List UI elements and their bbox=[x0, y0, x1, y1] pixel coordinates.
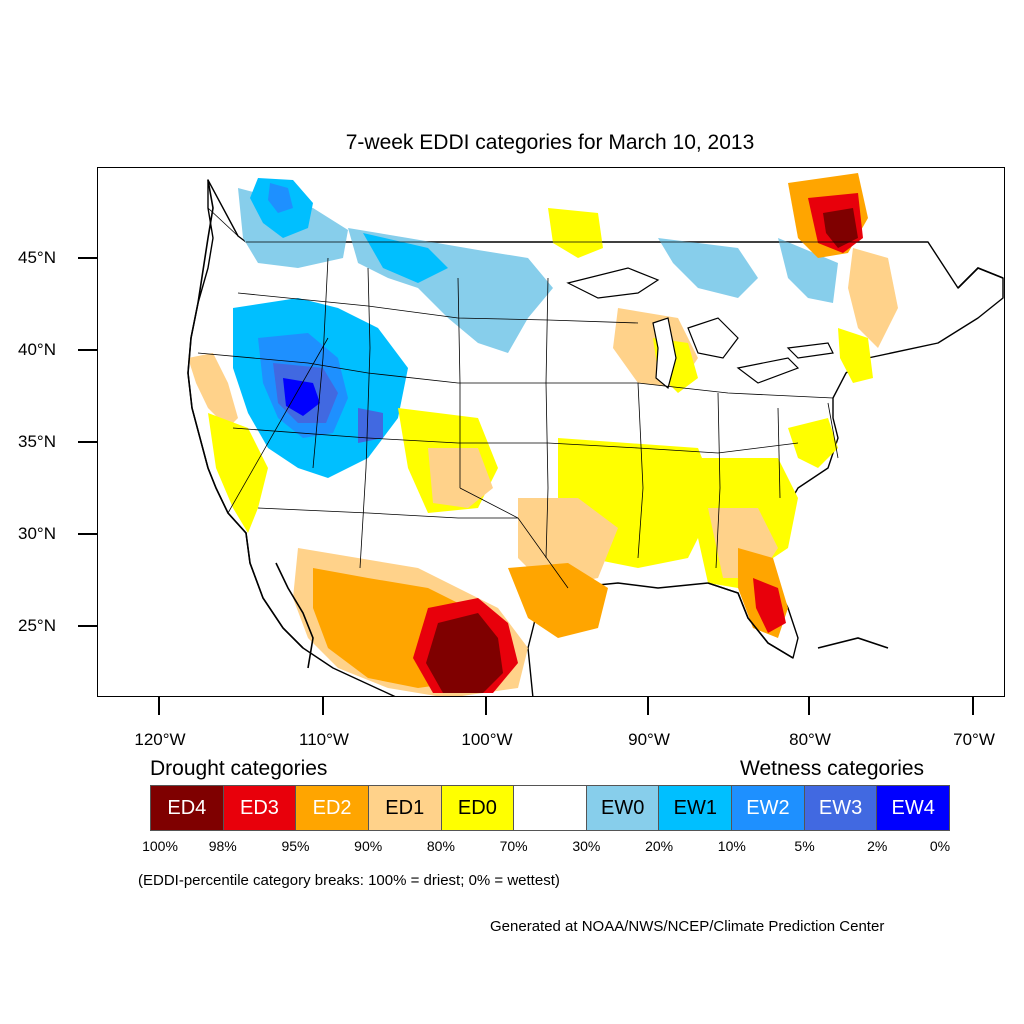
lat-tick-mark bbox=[78, 349, 97, 351]
lon-tick-label: 90°W bbox=[628, 730, 670, 749]
legend-box-ed3: ED3 bbox=[223, 786, 297, 830]
legend-box-ed4: ED4 bbox=[151, 786, 224, 830]
lon-tick-mark bbox=[322, 697, 324, 715]
legend-box-ed2: ED2 bbox=[296, 786, 369, 830]
legend-break-label: 20% bbox=[645, 838, 674, 854]
legend-box-ew0: EW0 bbox=[586, 786, 660, 830]
great-lakes bbox=[566, 267, 834, 390]
lon-tick-mark bbox=[647, 697, 649, 715]
lon-tick-mark bbox=[485, 697, 487, 715]
legend-box-ew1: EW1 bbox=[659, 786, 733, 830]
category-fills bbox=[187, 173, 1004, 696]
lon-tick-label: 100°W bbox=[461, 730, 513, 749]
legend-break-label: 0% bbox=[929, 838, 951, 854]
legend-box-ew4: EW4 bbox=[877, 786, 950, 830]
legend-break-label: 2% bbox=[867, 838, 888, 854]
legend-break-label: 10% bbox=[717, 838, 746, 854]
legend-box-ew2: EW2 bbox=[732, 786, 805, 830]
coastlines bbox=[187, 179, 1004, 669]
lat-tick-label: 35°N bbox=[18, 432, 56, 451]
lon-tick-label: 110°W bbox=[299, 730, 349, 749]
category-legend: ED4 ED3 ED2 ED1 ED0 EW0 EW1 EW2 EW3 EW4 bbox=[150, 785, 950, 831]
lon-tick-mark bbox=[808, 697, 810, 715]
legend-break-label: 70% bbox=[499, 838, 528, 854]
credit-line: Generated at NOAA/NWS/NCEP/Climate Predi… bbox=[490, 918, 885, 935]
lat-tick-mark bbox=[78, 625, 97, 627]
lat-tick-mark bbox=[78, 257, 97, 259]
lat-tick-label: 30°N bbox=[18, 524, 56, 543]
lon-tick-label: 70°W bbox=[953, 730, 995, 749]
drought-categories-heading: Drought categories bbox=[150, 757, 328, 780]
lon-tick-mark bbox=[972, 697, 974, 715]
legend-break-label: 100% bbox=[142, 838, 178, 854]
lat-tick-label: 25°N bbox=[18, 616, 56, 635]
legend-break-label: 98% bbox=[208, 838, 237, 854]
category-breaks-note: (EDDI-percentile category breaks: 100% =… bbox=[138, 872, 560, 889]
legend-break-label: 5% bbox=[794, 838, 815, 854]
lat-tick-mark bbox=[78, 441, 97, 443]
lon-tick-mark bbox=[158, 697, 160, 715]
eddi-map bbox=[97, 167, 1005, 697]
legend-break-label: 30% bbox=[572, 838, 601, 854]
legend-break-label: 80% bbox=[426, 838, 455, 854]
legend-box-neutral bbox=[514, 786, 587, 830]
legend-box-ew3: EW3 bbox=[804, 786, 878, 830]
legend-box-ed0: ED0 bbox=[441, 786, 515, 830]
lon-tick-label: 80°W bbox=[789, 730, 831, 749]
lat-tick-label: 45°N bbox=[18, 248, 56, 267]
legend-break-label: 95% bbox=[281, 838, 310, 854]
state-boundaries bbox=[197, 207, 928, 589]
wetness-categories-heading: Wetness categories bbox=[740, 757, 925, 780]
lat-tick-label: 40°N bbox=[18, 340, 56, 359]
lat-tick-mark bbox=[78, 533, 97, 535]
legend-break-label: 90% bbox=[354, 838, 383, 854]
map-title: 7-week EDDI categories for March 10, 201… bbox=[345, 131, 755, 154]
legend-box-ed1: ED1 bbox=[368, 786, 442, 830]
lon-tick-label: 120°W bbox=[134, 730, 186, 749]
